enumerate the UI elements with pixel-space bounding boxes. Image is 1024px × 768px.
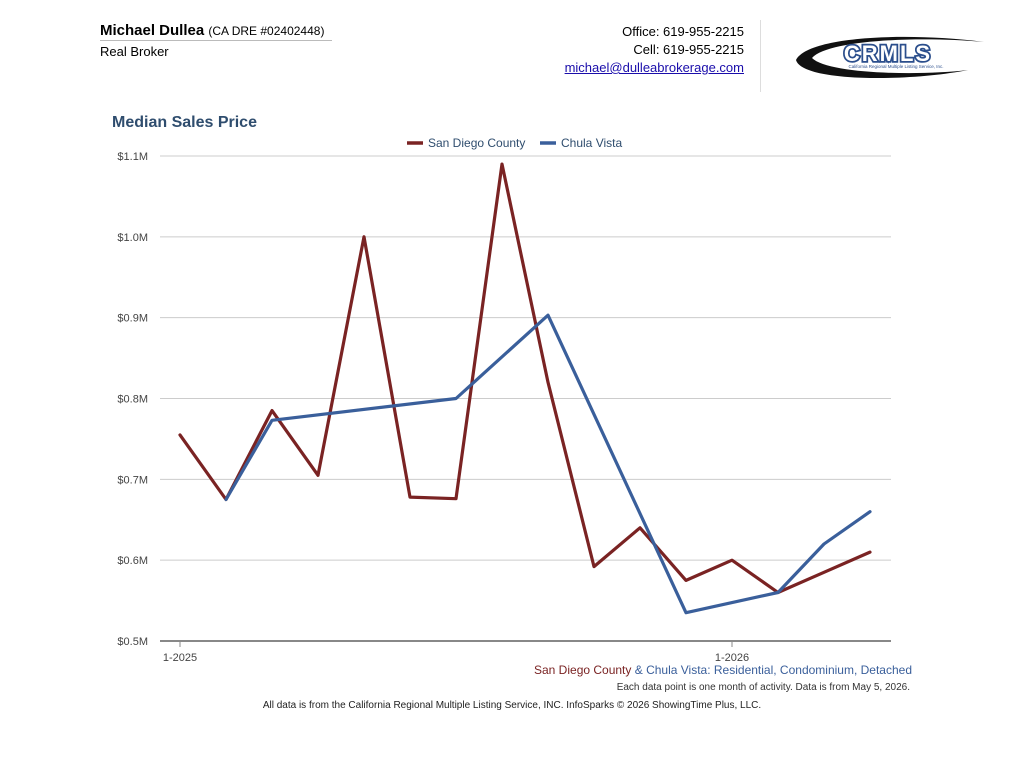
y-tick-label: $0.8M <box>117 394 148 406</box>
footer-sd: San Diego County <box>534 663 632 677</box>
y-tick-label: $0.7M <box>117 474 148 486</box>
footer-source: All data is from the California Regional… <box>262 700 762 711</box>
email-link[interactable]: michael@dulleabrokerage.com <box>564 60 744 75</box>
crmls-logo: CRMLS California Regional Multiple Listi… <box>796 36 984 79</box>
x-tick-label: 1-2026 <box>715 652 749 664</box>
footer-series-caption: San Diego County & Chula Vista: Resident… <box>534 663 912 677</box>
header-divider <box>760 20 761 92</box>
series-lines <box>178 162 872 615</box>
logo-wordmark: CRMLS <box>844 41 932 66</box>
x-tick-label: 1-2025 <box>163 652 197 664</box>
y-tick-label: $1.1M <box>117 151 148 163</box>
agent-name-text: Michael Dullea <box>100 22 205 39</box>
y-tick-label: $0.6M <box>117 555 148 567</box>
report-header: Michael Dullea (CA DRE #02402448) Real B… <box>0 0 1024 100</box>
footer-amp: & <box>631 663 647 677</box>
office-phone: Office: 619-955-2215 <box>622 24 744 39</box>
grid-lines <box>160 155 891 561</box>
x-axis: 1-2025 1-2026 <box>160 640 891 664</box>
agent-name-underline <box>100 40 332 41</box>
legend-label: Chula Vista <box>561 136 622 150</box>
contact-block: Office: 619-955-2215 Cell: 619-955-2215 … <box>565 23 744 77</box>
series-line-san-diego <box>178 162 872 595</box>
legend-label: San Diego County <box>428 136 525 150</box>
legend: San Diego County Chula Vista <box>407 136 622 150</box>
y-tick-label: $1.0M <box>117 232 148 244</box>
y-axis-ticks: $0.5M $0.6M $0.7M $0.8M $0.9M $1.0M $1.1M <box>117 151 148 648</box>
footer-cv: Chula Vista: Residential, Condominium, D… <box>646 663 912 677</box>
footer-note: Each data point is one month of activity… <box>616 682 910 693</box>
series-line-chula-vista <box>224 313 872 615</box>
agent-license: (CA DRE #02402448) <box>208 24 325 38</box>
agent-company: Real Broker <box>100 44 169 59</box>
y-tick-label: $0.9M <box>117 313 148 325</box>
agent-name: Michael Dullea (CA DRE #02402448) <box>100 22 324 39</box>
logo-subtext: California Regional Multiple Listing Ser… <box>848 64 943 69</box>
cell-phone: Cell: 619-955-2215 <box>633 42 744 57</box>
y-tick-label: $0.5M <box>117 636 148 648</box>
chart-title: Median Sales Price <box>112 114 257 131</box>
